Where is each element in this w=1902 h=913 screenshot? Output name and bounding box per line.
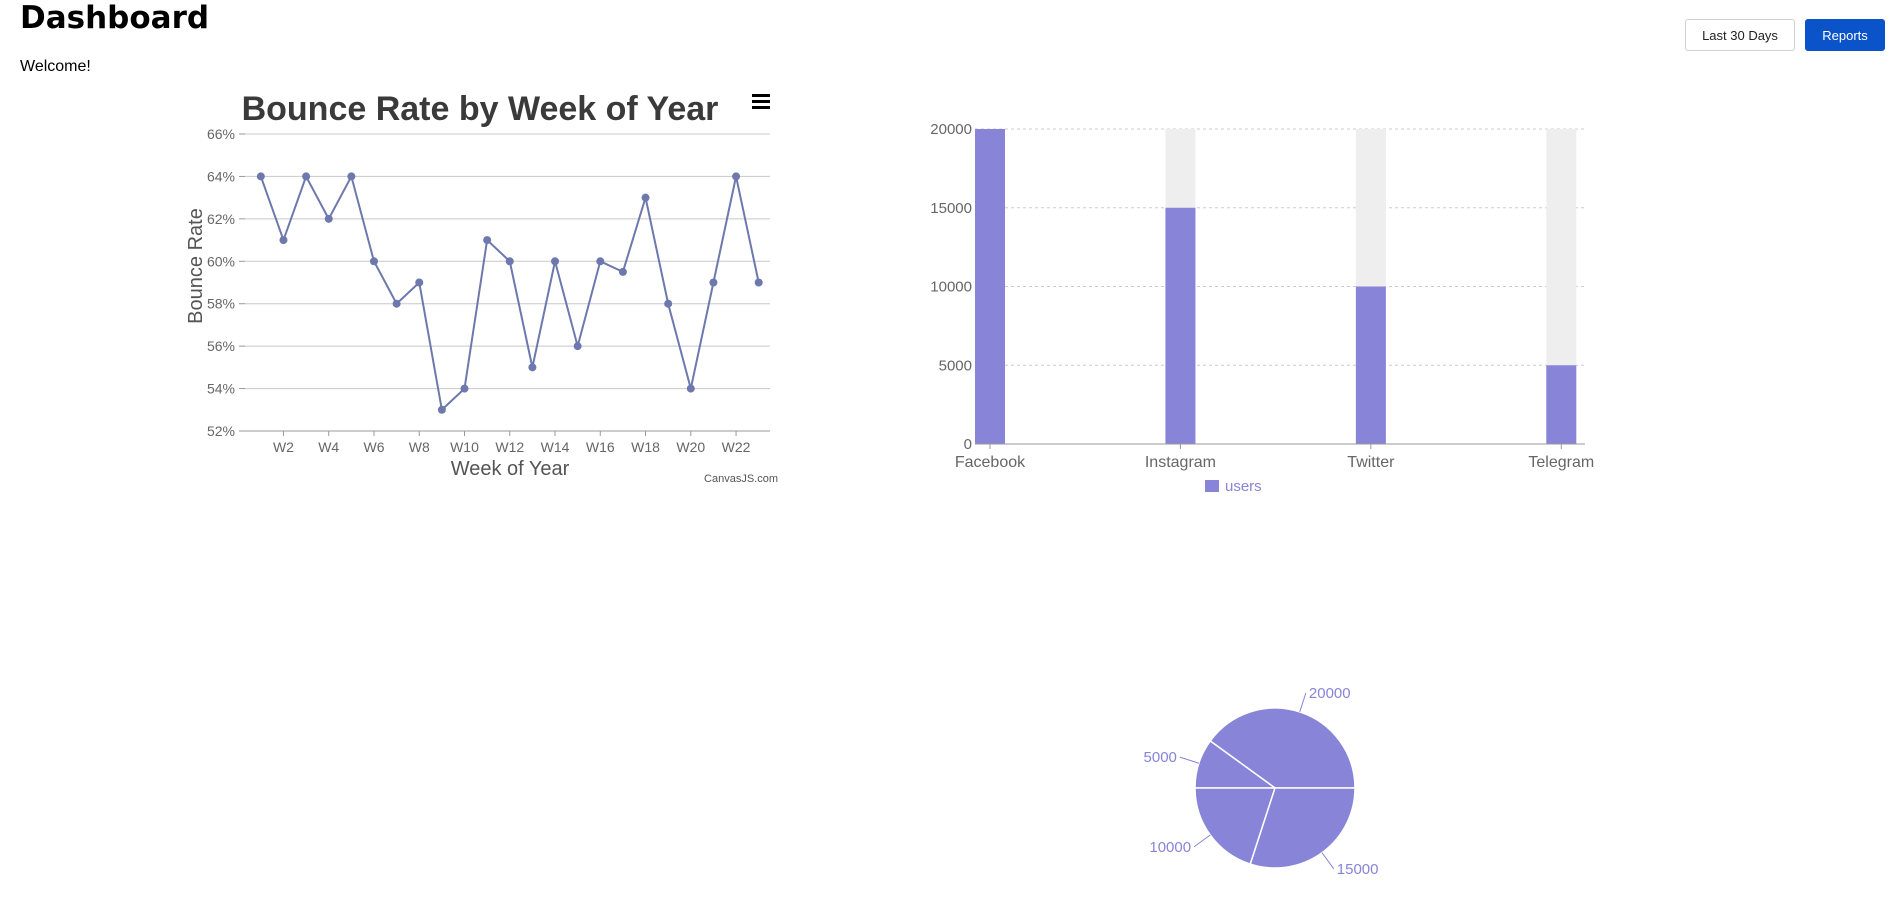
- line-chart-data-point[interactable]: [641, 193, 650, 202]
- line-chart-data-point[interactable]: [483, 236, 492, 245]
- line-chart-x-tick-label: W6: [363, 439, 384, 455]
- bar-instagram[interactable]: [1165, 207, 1196, 444]
- bar-chart-x-tick-label: Twitter: [1347, 454, 1395, 471]
- pie-slice[interactable]: [1209, 707, 1356, 789]
- line-chart-data-point[interactable]: [686, 384, 695, 393]
- users-pie-chart: 20000 5000 10000 15000: [1144, 685, 1379, 878]
- pie-slice-label: 5000: [1144, 749, 1177, 766]
- line-chart-x-tick-label: W10: [450, 439, 479, 455]
- line-chart-data-point[interactable]: [324, 214, 333, 223]
- bar-chart-x-tick-label: Facebook: [955, 454, 1026, 471]
- line-chart-data-point[interactable]: [709, 278, 718, 287]
- line-chart-x-tick-label: W18: [631, 439, 660, 455]
- line-chart-y-tick-label: 62%: [207, 211, 235, 227]
- line-chart-data-point[interactable]: [437, 405, 446, 414]
- page-title: Dashboard: [20, 0, 210, 36]
- pie-slice-label: 15000: [1337, 861, 1379, 878]
- welcome-message: Welcome!: [20, 58, 91, 75]
- line-chart-x-tick-label: W20: [676, 439, 705, 455]
- line-chart-x-tick-label: W4: [318, 439, 339, 455]
- line-chart-y-tick-label: 66%: [207, 126, 235, 142]
- line-chart-data-point[interactable]: [392, 299, 401, 308]
- line-chart-data-point[interactable]: [347, 172, 356, 181]
- pie-label-leader: [1179, 756, 1200, 764]
- line-chart-data-point[interactable]: [460, 384, 469, 393]
- pie-slice-label: 10000: [1149, 839, 1191, 856]
- users-bar-chart: 0 5000 10000 15000 20000 Facebook Instagram Tw…: [930, 121, 1594, 495]
- bar-chart-y-tick-label: 20000: [930, 121, 972, 138]
- bounce-rate-line-chart: 52% 54% 56% 58% 60% 62% 64% 66% W2 W4 W6 W8 W10 W12 W…: [185, 90, 778, 485]
- line-chart-y-tick-label: 56%: [207, 338, 235, 354]
- reports-button[interactable]: Reports: [1805, 19, 1885, 51]
- bar-chart-x-tick-label: Instagram: [1145, 454, 1216, 471]
- line-chart-y-tick-label: 58%: [207, 296, 235, 312]
- line-chart-x-tick-label: W14: [541, 439, 570, 455]
- bar-chart-legend-label: users: [1225, 478, 1262, 495]
- pie-slice[interactable]: [1249, 787, 1356, 869]
- line-chart-data-point[interactable]: [415, 278, 424, 287]
- line-chart-x-tick-label: W2: [273, 439, 294, 455]
- line-chart-data-point[interactable]: [732, 172, 741, 181]
- pie-slice-label: 20000: [1309, 685, 1351, 702]
- line-chart-data-point[interactable]: [528, 363, 537, 372]
- pie-label-leader: [1321, 852, 1335, 870]
- bar-chart-y-tick-label: 0: [964, 436, 972, 453]
- line-chart-data-point[interactable]: [369, 257, 378, 266]
- bar-chart-y-tick-label: 15000: [930, 200, 972, 217]
- line-chart-data-point[interactable]: [256, 172, 265, 181]
- bar-chart-y-tick-label: 5000: [939, 357, 972, 374]
- line-chart-x-tick-label: W22: [722, 439, 751, 455]
- line-chart-data-point[interactable]: [664, 299, 673, 308]
- bar-chart-x-tick-label: Telegram: [1528, 454, 1594, 471]
- line-chart-data-point[interactable]: [551, 257, 560, 266]
- bar-twitter[interactable]: [1355, 286, 1386, 445]
- date-range-button[interactable]: Last 30 Days: [1685, 19, 1795, 51]
- line-chart-x-tick-label: W12: [495, 439, 524, 455]
- line-chart-y-tick-label: 54%: [207, 381, 235, 397]
- line-chart-data-point[interactable]: [573, 342, 582, 351]
- line-chart-y-tick-label: 60%: [207, 253, 235, 269]
- line-chart-y-tick-label: 52%: [207, 423, 235, 439]
- line-chart-data-point[interactable]: [505, 257, 514, 266]
- pie-label-leader: [1299, 692, 1307, 713]
- line-chart-data-point[interactable]: [302, 172, 311, 181]
- hamburger-menu-icon[interactable]: [752, 94, 770, 109]
- canvasjs-watermark: CanvasJS.com: [704, 473, 778, 485]
- bounce-rate-series-line: [259, 173, 760, 412]
- bar-telegram[interactable]: [1546, 365, 1577, 444]
- line-chart-data-point[interactable]: [618, 267, 627, 276]
- line-chart-x-tick-label: W8: [409, 439, 430, 455]
- line-chart-title: Bounce Rate by Week of Year: [242, 90, 719, 128]
- line-chart-data-point[interactable]: [279, 236, 288, 245]
- line-chart-y-tick-label: 64%: [207, 168, 235, 184]
- line-chart-xlabel: Week of Year: [451, 458, 570, 480]
- bar-chart-y-tick-label: 10000: [930, 279, 972, 296]
- bar-facebook[interactable]: [975, 129, 1005, 444]
- bar-chart-legend-swatch: [1205, 480, 1219, 492]
- pie-label-leader: [1193, 834, 1211, 848]
- line-chart-ylabel: Bounce Rate: [185, 208, 207, 324]
- line-chart-data-point[interactable]: [596, 257, 605, 266]
- line-chart-x-tick-label: W16: [586, 439, 615, 455]
- line-chart-data-point[interactable]: [754, 278, 763, 287]
